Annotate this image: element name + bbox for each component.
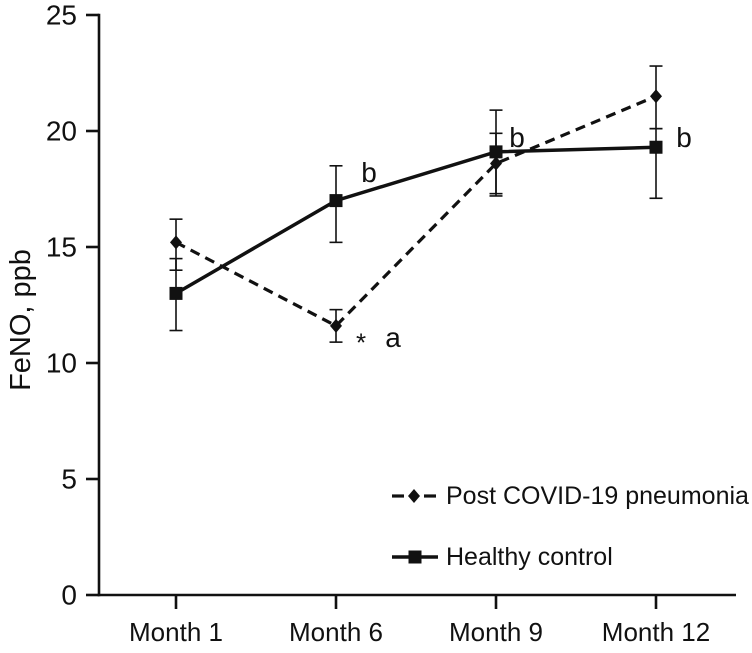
square-marker-icon bbox=[489, 145, 503, 159]
square-marker-icon bbox=[329, 194, 343, 208]
x-axis-tick-label: Month 12 bbox=[602, 617, 710, 647]
x-axis-tick-label: Month 1 bbox=[129, 617, 223, 647]
x-axis-tick-label: Month 6 bbox=[289, 617, 383, 647]
y-axis-tick-label: 25 bbox=[46, 0, 77, 31]
series-post-covid-19-pneumonia bbox=[169, 65, 663, 343]
legend-item-post-covid-19-pneumonia: Post COVID-19 pneumonia bbox=[392, 482, 749, 510]
annotation-a: a bbox=[385, 322, 401, 353]
diamond-marker-icon bbox=[330, 318, 342, 333]
square-marker-icon bbox=[169, 286, 183, 300]
y-axis-tick-label: 20 bbox=[46, 116, 77, 147]
error-bars-post-covid-19-pneumonia bbox=[169, 65, 663, 343]
series-healthy-control bbox=[169, 109, 663, 332]
y-axis-tick-label: 10 bbox=[46, 348, 77, 379]
series-line-post-covid-19-pneumonia bbox=[175, 94, 657, 328]
annotation-b: b bbox=[676, 122, 692, 153]
error-bars-healthy-control bbox=[169, 109, 663, 332]
series-line-healthy-control bbox=[175, 145, 657, 295]
legend: Post COVID-19 pneumonia Healthy control bbox=[392, 482, 749, 571]
y-axis-title: FeNO, ppb bbox=[5, 249, 37, 391]
square-marker-icon bbox=[408, 550, 422, 564]
legend-item-healthy-control: Healthy control bbox=[392, 543, 613, 571]
y-axis-tick-label: 15 bbox=[46, 232, 77, 263]
diamond-marker-icon bbox=[170, 235, 182, 250]
annotation-b: b bbox=[361, 157, 377, 188]
y-axis-tick-label: 0 bbox=[61, 580, 77, 611]
legend-label: Post COVID-19 pneumonia bbox=[446, 482, 749, 510]
y-axis: 0 5 10 15 20 25 bbox=[46, 0, 101, 611]
square-marker-icon bbox=[649, 140, 663, 154]
x-axis-tick-label: Month 9 bbox=[449, 617, 543, 647]
y-axis-tick-label: 5 bbox=[61, 464, 77, 495]
diamond-marker-icon bbox=[408, 489, 420, 503]
annotation-b: b bbox=[509, 122, 525, 153]
legend-label: Healthy control bbox=[446, 543, 613, 571]
diamond-marker-icon bbox=[650, 89, 662, 104]
annotation-asterisk: * bbox=[356, 327, 366, 357]
x-axis: Month 1 Month 6 Month 9 Month 12 bbox=[97, 593, 736, 647]
